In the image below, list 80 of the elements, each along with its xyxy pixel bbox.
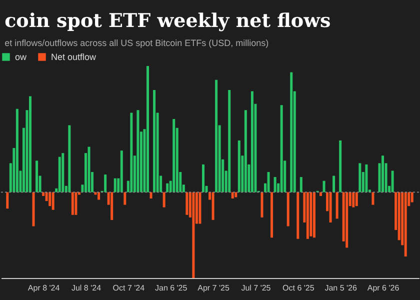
chart-title: coin spot ETF weekly net flows (4, 10, 331, 32)
bar (312, 192, 316, 238)
bar (74, 192, 78, 215)
bar (310, 192, 312, 236)
bar (172, 119, 176, 192)
bar (166, 183, 169, 192)
bar (32, 192, 35, 226)
bar (212, 192, 214, 220)
bar (250, 91, 254, 192)
bar (114, 178, 116, 192)
bar (16, 108, 18, 192)
bar (36, 160, 38, 192)
bar (260, 192, 264, 218)
bar (153, 90, 156, 192)
legend-label: ow (15, 52, 28, 62)
bar (146, 66, 149, 192)
bar (110, 192, 114, 220)
bar (6, 192, 9, 209)
bar (62, 153, 64, 192)
bar (136, 110, 140, 192)
bar (58, 156, 61, 192)
bar (130, 112, 133, 192)
bar (150, 192, 152, 198)
bar (410, 192, 414, 202)
bar (48, 192, 52, 206)
x-tick-label: Oct 7 '24 (112, 284, 146, 292)
bar (120, 150, 123, 192)
bar (234, 192, 238, 198)
x-tick-label: Apr 8 '24 (28, 284, 60, 292)
bar (270, 192, 274, 238)
bar (280, 105, 283, 192)
bar (162, 192, 166, 208)
x-tick-label: Jul 7 '25 (241, 284, 272, 292)
bar (372, 192, 374, 205)
bar (274, 177, 276, 192)
bar (215, 80, 218, 192)
bar (404, 192, 407, 257)
bar (355, 192, 358, 206)
bar (339, 140, 342, 192)
bar (358, 163, 362, 192)
bar (186, 192, 188, 215)
x-tick-label: Jul 8 '24 (71, 284, 102, 292)
x-tick-label: Jan 6 '25 (154, 284, 188, 292)
bar (300, 177, 302, 192)
bar (98, 192, 100, 200)
x-tick-label: Jan 5 '26 (324, 284, 358, 292)
bar (198, 192, 202, 224)
bar (28, 96, 32, 192)
bar (286, 192, 290, 226)
bar (296, 192, 300, 239)
bar (88, 146, 90, 192)
bar (352, 192, 355, 208)
bar (267, 172, 270, 192)
bar (124, 192, 126, 205)
bar (202, 164, 204, 192)
bar (336, 192, 338, 219)
legend-label: Net outflow (51, 52, 97, 62)
bar (391, 170, 394, 192)
bar (306, 192, 309, 239)
bar (68, 125, 71, 192)
bar (71, 192, 74, 215)
bar (192, 192, 195, 278)
x-tick-label: Apr 7 '25 (198, 284, 230, 292)
bar (244, 110, 247, 192)
bar (382, 156, 384, 192)
bar (346, 192, 348, 248)
x-tick-label: Apr 6 '26 (367, 284, 400, 292)
bar (332, 176, 336, 192)
bar (290, 72, 293, 192)
bar (238, 140, 240, 192)
bar (329, 192, 332, 222)
bar (104, 174, 107, 192)
bar (365, 164, 368, 192)
bar (322, 180, 326, 192)
chart-subtitle: et inflows/outflows across all US spot Bitcoin ETFs (USD, millions) (4, 38, 269, 48)
bar (319, 192, 322, 196)
bar (52, 192, 54, 210)
bar (231, 192, 234, 198)
x-tick-label: Oct 6 '25 (282, 284, 315, 292)
bar (228, 90, 231, 192)
